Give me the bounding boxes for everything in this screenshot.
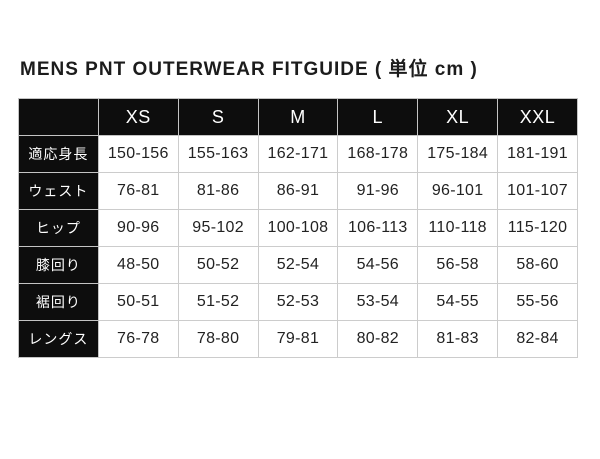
column-header-xl: XL xyxy=(417,98,499,136)
table-cell: 82-84 xyxy=(497,320,578,358)
table-cell: 90-96 xyxy=(97,209,179,247)
table-cell: 150-156 xyxy=(97,135,179,173)
table-row-waist: ウェスト 76-81 81-86 86-91 91-96 96-101 101-… xyxy=(18,172,578,210)
table-cell: 110-118 xyxy=(417,209,499,247)
row-label-hip: ヒップ xyxy=(18,209,99,247)
table-cell: 54-55 xyxy=(417,283,499,321)
column-header-m: M xyxy=(257,98,339,136)
table-cell: 81-86 xyxy=(177,172,259,210)
table-cell: 48-50 xyxy=(97,246,179,284)
page-title: MENS PNT OUTERWEAR FITGUIDE ( 単位 cm ) xyxy=(20,58,600,82)
table-cell: 54-56 xyxy=(337,246,419,284)
table-cell: 53-54 xyxy=(337,283,419,321)
table-cell: 56-58 xyxy=(417,246,499,284)
table-cell: 78-80 xyxy=(177,320,259,358)
table-row-hip: ヒップ 90-96 95-102 100-108 106-113 110-118… xyxy=(18,209,578,247)
table-cell: 175-184 xyxy=(417,135,499,173)
table-header-row: XS S M L XL XXL xyxy=(18,98,578,136)
table-cell: 79-81 xyxy=(257,320,339,358)
table-cell: 51-52 xyxy=(177,283,259,321)
table-cell: 50-51 xyxy=(97,283,179,321)
table-cell: 91-96 xyxy=(337,172,419,210)
table-cell: 115-120 xyxy=(497,209,578,247)
table-cell: 50-52 xyxy=(177,246,259,284)
column-header-l: L xyxy=(337,98,419,136)
table-cell: 55-56 xyxy=(497,283,578,321)
column-header-xxl: XXL xyxy=(497,98,578,136)
table-cell: 96-101 xyxy=(417,172,499,210)
table-cell: 95-102 xyxy=(177,209,259,247)
column-header-s: S xyxy=(177,98,259,136)
fitguide-table: XS S M L XL XXL 適応身長 150-156 155-163 162… xyxy=(18,98,578,358)
title-rest: OUTERWEAR FITGUIDE xyxy=(126,59,375,80)
table-cell: 181-191 xyxy=(497,135,578,173)
table-cell: 58-60 xyxy=(497,246,578,284)
table-row-knee: 膝回り 48-50 50-52 52-54 54-56 56-58 58-60 xyxy=(18,246,578,284)
column-header-xs: XS xyxy=(97,98,179,136)
table-cell: 106-113 xyxy=(337,209,419,247)
table-cell: 76-78 xyxy=(97,320,179,358)
row-label-knee: 膝回り xyxy=(18,246,99,284)
table-cell: 155-163 xyxy=(177,135,259,173)
table-cell: 162-171 xyxy=(257,135,339,173)
table-cell: 52-53 xyxy=(257,283,339,321)
table-cell: 80-82 xyxy=(337,320,419,358)
title-brand: MENS PNT xyxy=(20,59,127,80)
table-row-length: レングス 76-78 78-80 79-81 80-82 81-83 82-84 xyxy=(18,320,578,358)
table-cell: 76-81 xyxy=(97,172,179,210)
row-label-length: レングス xyxy=(18,320,99,358)
row-label-hem: 裾回り xyxy=(18,283,99,321)
row-label-height: 適応身長 xyxy=(18,135,99,173)
table-cell: 168-178 xyxy=(337,135,419,173)
table-cell: 52-54 xyxy=(257,246,339,284)
title-unit: ( 単位 cm ) xyxy=(374,59,478,80)
table-cell: 86-91 xyxy=(257,172,339,210)
table-cell: 101-107 xyxy=(497,172,578,210)
table-row-height: 適応身長 150-156 155-163 162-171 168-178 175… xyxy=(18,135,578,173)
table-cell: 100-108 xyxy=(257,209,339,247)
table-row-hem: 裾回り 50-51 51-52 52-53 53-54 54-55 55-56 xyxy=(18,283,578,321)
row-label-waist: ウェスト xyxy=(18,172,99,210)
table-cell: 81-83 xyxy=(417,320,499,358)
corner-cell xyxy=(18,98,99,136)
